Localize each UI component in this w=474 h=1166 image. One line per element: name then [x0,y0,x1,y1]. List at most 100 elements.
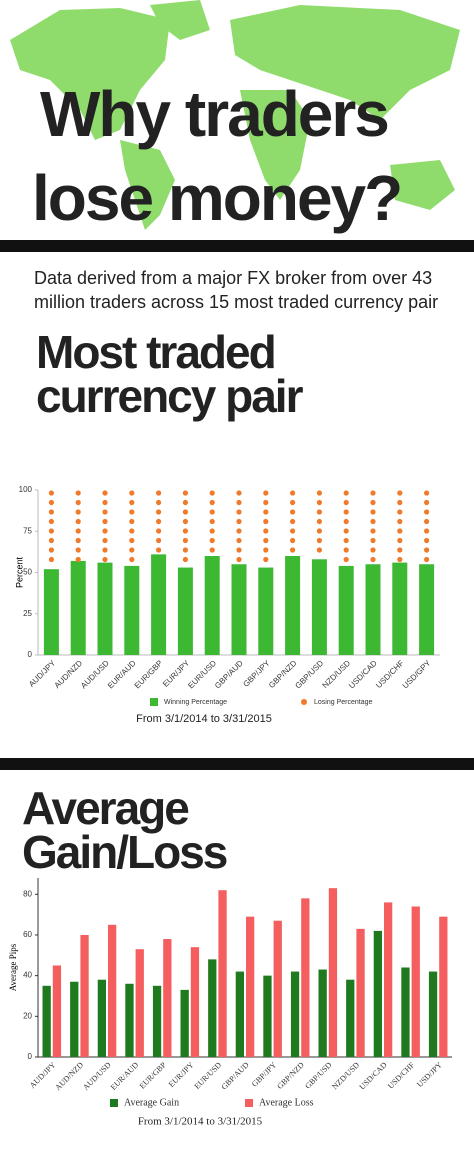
bar [97,979,106,1057]
dot [102,518,108,525]
dot [424,518,430,525]
bar [384,902,393,1057]
dot [48,499,55,506]
losing-dots [424,490,430,563]
dot [48,528,55,534]
dot [397,556,403,563]
losing-dots [370,490,376,563]
dot [156,490,162,496]
dot [397,509,403,515]
dot [316,518,322,525]
dot [102,509,108,515]
losing-dots [343,490,349,563]
bar [70,560,86,655]
dot [209,537,215,544]
chart-note: From 3/1/2014 to 3/31/2015 [138,1116,263,1128]
dot [316,537,322,544]
dot [102,547,108,553]
dot [343,547,349,553]
bar [273,920,282,1057]
dot [236,528,242,534]
x-tick-label: GBP/USD [293,658,325,690]
bar [42,985,51,1057]
dot [48,556,55,563]
section-title: Most traded currency pair [36,326,303,422]
y-tick-label: 0 [28,650,33,659]
dot [290,537,296,544]
bar [180,989,189,1057]
legend-label: Losing Percentage [314,699,372,706]
legend-label: Average Gain [124,1097,179,1108]
x-tick-label: GBP/USD [303,1060,333,1090]
dot [370,518,376,525]
dot [156,518,162,525]
dot [129,537,135,544]
dot [48,537,55,544]
title-line: Why traders [40,78,390,150]
dot [424,547,430,553]
x-tick-label: NZD/USD [330,1060,361,1091]
dot [156,509,162,515]
dot [129,499,135,506]
losing-dots [48,490,55,563]
dot [75,509,81,515]
y-tick-label: 80 [23,889,32,898]
bar [411,906,420,1057]
dot [182,556,188,563]
dot [397,490,403,496]
dot [182,499,188,506]
losing-dots [316,490,322,553]
x-tick-label: USD/CAD [347,658,379,690]
losing-dots [156,490,162,553]
dot [102,528,108,534]
dot [209,499,215,506]
dot [290,509,296,515]
bar [246,916,255,1057]
dot [263,528,269,534]
dot [370,547,376,553]
bar [419,564,435,655]
dot [102,490,108,496]
bar [43,569,59,655]
dot [102,499,108,506]
dot [156,528,162,534]
bar [365,564,381,655]
dot [316,499,322,506]
bar [401,967,410,1057]
y-tick-label: 60 [23,930,32,939]
x-tick-label: GBP/NZD [275,1060,306,1091]
bar [439,916,448,1057]
bar [151,554,167,655]
title-line: lose money? [32,162,403,234]
dot [156,547,162,553]
y-axis-label: Percent [14,556,24,588]
dot [236,547,242,553]
dot [290,499,296,506]
dot [182,518,188,525]
bar [285,556,301,655]
x-tick-label: GBP/AUD [220,1060,251,1091]
dot [343,518,349,525]
bar [125,983,134,1057]
x-tick-label: EUR/GBP [138,1060,169,1091]
dot [209,518,215,525]
bar [108,924,117,1057]
dot [343,509,349,515]
x-tick-label: EUR/AUD [109,1060,141,1092]
x-tick-label: USD/CHF [386,1060,417,1091]
divider [0,758,474,770]
x-tick-label: USD/CAD [358,1060,389,1091]
losing-dots [290,490,296,553]
dot [397,528,403,534]
bar [135,949,144,1057]
bar [218,890,227,1057]
bar [392,562,408,655]
dot [209,547,215,553]
dot [263,518,269,525]
section-title: Average Gain/Loss [22,782,228,878]
dot [156,537,162,544]
dot [236,537,242,544]
losing-dots [129,490,135,563]
intro: Data derived from a major FX broker from… [34,268,439,312]
